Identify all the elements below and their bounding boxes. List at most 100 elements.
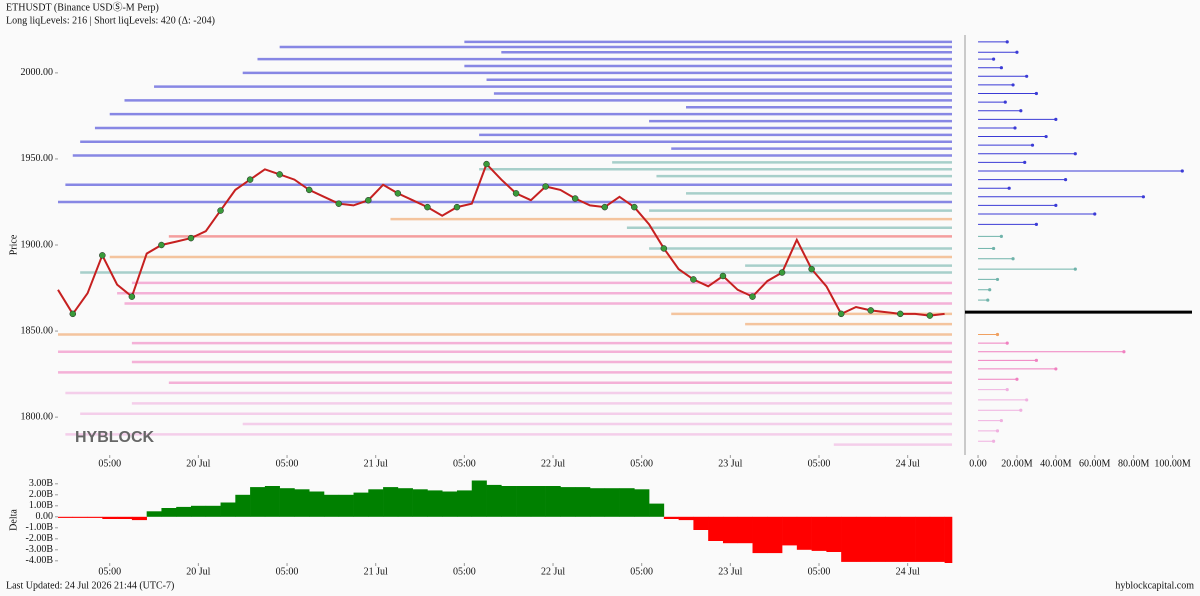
x-tick-label: 05:00 [808,566,831,577]
liq-bar-end [1054,367,1058,371]
liq-bar-end [1013,126,1017,130]
price-marker [246,176,254,183]
price-marker [778,269,786,276]
x-tick-label: 05:00 [808,458,831,469]
y-tick-label: 2000.00 [21,67,54,78]
liq-bar-end [1034,358,1038,362]
price-line [57,162,945,317]
delta-bar [678,516,694,521]
x-tick-label: 0.00 [969,458,987,469]
x-tick-label: 100.00M [1154,458,1191,469]
footer-updated: Last Updated: 24 Jul 2026 21:44 (UTC-7) [6,580,174,591]
liq-bar-end [1005,40,1009,44]
delta-bar [634,489,650,517]
delta-bar [471,480,487,517]
liq-bar-end [999,234,1003,238]
delta-bar [279,488,295,517]
delta-bar [575,487,591,517]
delta-bar [58,516,74,518]
delta-bar [146,511,162,517]
x-tick-label: 05:00 [98,566,121,577]
liq-bar-end [991,246,996,251]
delta-bar [944,516,953,563]
delta-bar [855,516,872,562]
y-axis-label: Price [8,234,19,255]
liq-bar-end [1015,377,1019,381]
liq-bar-end [1180,169,1184,173]
price-marker [158,241,165,249]
liq-bar-end [1011,83,1015,87]
delta-bar [190,505,207,517]
x-tick-label: 20.00M [1001,458,1033,469]
delta-bar [589,488,606,517]
delta-bar [338,494,354,517]
liq-bar-end [1030,143,1035,147]
y-tick-label: 1950.00 [21,153,54,164]
liq-bar-end [1044,134,1048,139]
liq-bar-end [1034,222,1038,226]
delta-bar [323,494,340,517]
liq-bar-end [1023,160,1027,164]
liq-bar-end [1025,74,1029,78]
x-tick-label: 80.00M [1118,458,1150,469]
price-marker [305,186,313,194]
x-tick-label: 05:00 [276,458,299,469]
liq-bar-end [991,57,996,61]
y-tick-label: 1.00B [29,500,54,511]
price-marker [690,276,697,283]
delta-bar [235,494,251,517]
delta-bar [737,516,753,544]
delta-bar [516,486,532,517]
price-marker [483,160,490,168]
x-tick-label: 22 Jul [541,458,565,469]
price-marker [542,183,549,190]
price-marker [601,203,608,211]
chart-subtitle: Long liqLevels: 216 | Short liqLevels: 4… [6,15,215,26]
price-marker [926,312,934,319]
liq-bar-end [1034,91,1038,96]
x-tick-label: 20 Jul [186,566,210,577]
delta-bar [427,490,443,517]
delta-bar [176,506,192,517]
liq-bar-end [1019,109,1023,113]
liq-bar-end [1019,408,1023,412]
delta-bar [604,488,620,517]
price-marker [867,307,874,314]
delta-bar [619,488,635,517]
delta-bar [752,516,768,554]
delta-bar [708,516,724,541]
delta-bar [649,503,665,517]
delta-bar [782,516,798,546]
liq-bar-end [999,418,1003,423]
liq-bar-end [1003,100,1007,104]
liq-bar-end [1093,212,1097,216]
liq-bar-end [1011,257,1015,261]
delta-bar [294,489,310,517]
y-tick-label: 2.00B [29,489,54,500]
price-marker [69,310,77,318]
x-tick-label: 40.00M [1040,458,1072,469]
delta-bar [412,489,428,517]
delta-bar [530,486,546,517]
delta-bar [486,484,502,517]
delta-bar [693,516,709,530]
delta-bar [309,491,325,517]
y-tick-label: 0.00 [36,511,54,522]
liq-bar-end [1063,177,1068,182]
delta-bar [915,516,931,562]
liq-bar-end [995,429,1000,433]
delta-bar [264,486,280,517]
x-tick-label: 21 Jul [364,566,388,577]
liq-bar-end [999,66,1003,70]
delta-bar [102,516,118,519]
delta-bar [796,516,812,550]
liq-bar-end [988,288,992,292]
liq-bar-end [1073,152,1077,156]
delta-bar [841,516,857,562]
y-tick-label: -2.00B [26,533,54,544]
y-tick-label: -1.00B [26,522,54,533]
price-marker [837,310,845,318]
delta-bar [826,516,842,552]
liq-bar-end [1073,267,1077,271]
x-tick-label: 23 Jul [718,458,742,469]
